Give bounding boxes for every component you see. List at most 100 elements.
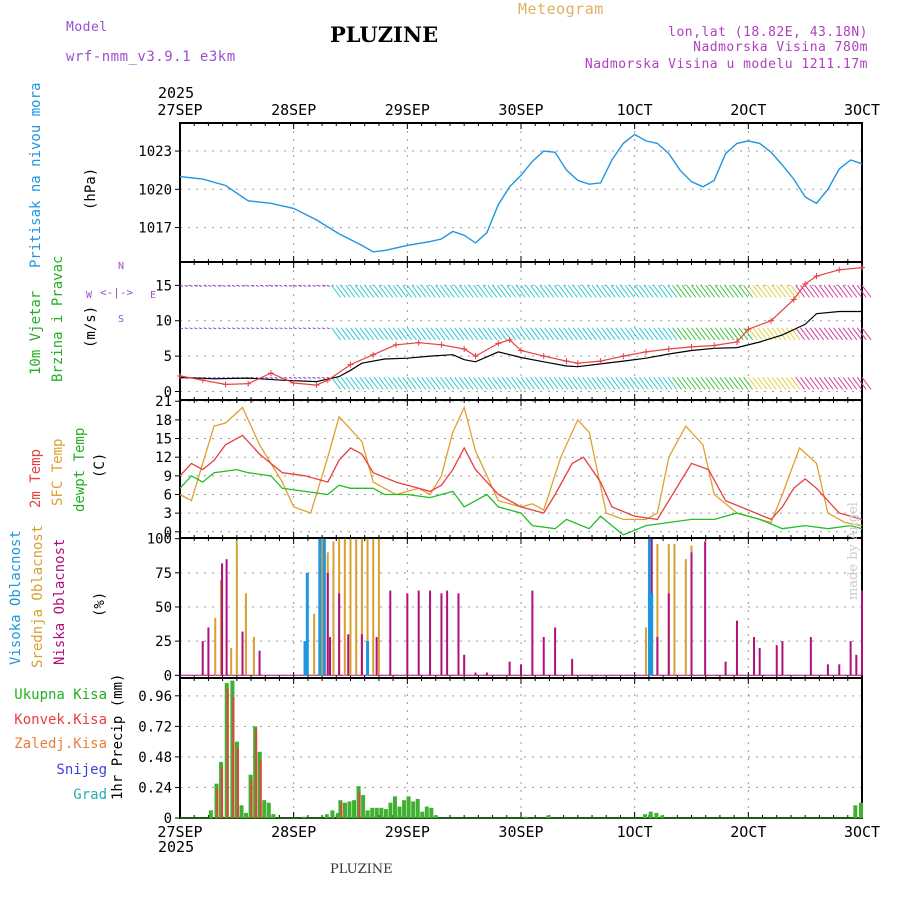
wind-barb [667,285,678,298]
wind-barb [274,284,278,287]
wind-barb [530,285,540,298]
wind-barb [776,377,787,390]
wind-barb [269,284,274,287]
wind-barb [710,327,720,341]
wind-barb [861,285,872,298]
wind-barb [676,285,687,298]
wind-barb [534,285,545,298]
wind-barb [847,285,858,298]
wind-gust-marker [813,273,820,280]
precip-total-bar [546,815,551,818]
wind-gust-marker [392,341,399,348]
wind-barb [795,377,806,390]
mid-cloud-bar [235,541,238,676]
wind-barb [700,327,711,341]
wind-barb [620,327,630,341]
model-elevation: Nadmorska Visina u modelu 1211.17m [584,57,868,72]
wind-barb [482,377,493,390]
panel-pressure: 1017 1020 1023 [138,122,863,263]
wind-barb [321,376,326,379]
wind-barb [194,327,198,330]
wind-barb [288,376,293,379]
wind-barb [477,327,488,341]
wind-barb [459,285,469,298]
wind-barb [520,327,531,341]
wind-barb [795,327,806,341]
high-cloud-bar [650,593,654,676]
precip-legend-snow: Snijeg [56,762,107,778]
wind-gust-marker [665,346,672,353]
t2m-line [179,434,863,521]
wind-barb [236,327,240,330]
wind-barb [672,327,682,341]
x-label-top: 28SEP [271,101,316,119]
wind-barb [217,284,222,287]
wind-barb [615,377,626,390]
wind-gust-marker [324,377,331,384]
wind-barb [790,285,801,298]
wind-barb [738,377,749,390]
wind-barb [487,285,498,298]
mid-cloud-bar [230,647,233,676]
wind-barb [274,376,278,379]
y-tick-label: 1017 [138,221,172,237]
x-label-top: 2OCT [730,101,766,119]
wind-barb [695,327,706,341]
wind-gust-marker [461,346,468,353]
low-cloud-bar [389,590,392,676]
wind-barb [847,327,858,341]
wind-barb [335,377,346,390]
wind-barb [227,327,231,330]
x-label-top: 29SEP [385,101,430,119]
precip-total-bar [648,811,653,818]
wind-barb [572,285,583,298]
wind-barb [496,285,507,298]
wind-barb [790,377,801,390]
wind-barb [629,377,640,390]
wind-barb [392,377,403,390]
x-label-bottom: 27SEP [157,823,202,841]
mid-cloud-bar [214,617,217,676]
wind-barb [411,327,422,341]
wind-barb [686,377,697,390]
wind-barb [321,327,326,330]
wind-barb [222,327,226,330]
station-coords: lon,lat (18.82E, 43.18N) [668,25,868,40]
wind-barb [743,327,753,341]
cloud-title-high: Visoka Oblacnost [8,530,24,665]
x-label-bottom: 1OCT [617,823,653,841]
wind-barb [506,327,517,341]
precip-total-bar [347,801,352,818]
wind-barb [804,377,815,390]
mid-cloud-bar [377,538,380,676]
low-cloud-bar [446,590,449,676]
wind-barb [567,327,578,341]
precip-total-bar [374,807,379,818]
mid-cloud-bar [684,559,687,676]
wind-barb [520,285,531,298]
wind-barb [274,327,278,330]
wind-barb [298,327,302,330]
wind-barb [269,376,274,379]
y-tick-label: 15 [155,278,172,294]
wind-barb [350,327,360,341]
wind-barb [728,327,739,341]
low-cloud-bar [485,672,488,676]
wind-barb [525,377,536,390]
wind-barb [482,285,493,298]
wind-barb [785,285,796,298]
credit-watermark: made by Angel [846,502,861,600]
mid-cloud-bar [219,579,222,676]
wind-barb [373,327,384,341]
wind-barb [340,285,351,298]
wind-barb [203,284,207,287]
wind-barb [852,327,862,341]
wind-barb [847,377,858,390]
wind-barb [681,377,692,390]
wind-barb [657,285,668,298]
wind-barb [279,284,283,287]
wind-barb [743,377,753,390]
precip-total-bar [433,815,438,818]
wind-gust-marker [802,280,809,287]
low-cloud-bar [781,641,784,676]
